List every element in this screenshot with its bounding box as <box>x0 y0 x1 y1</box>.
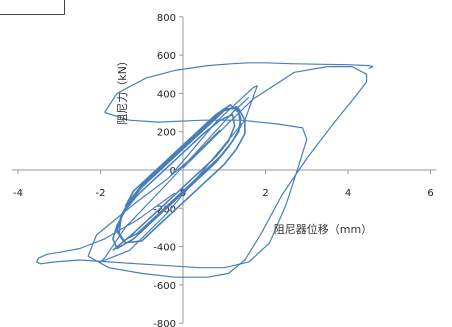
hysteresis-curve-5 <box>104 62 374 113</box>
x-tick-label: -4 <box>13 188 23 199</box>
y-tick-label: 0 <box>170 166 176 177</box>
y-tick-label: -800 <box>153 319 176 327</box>
chart-axes <box>12 16 437 324</box>
y-tick-label: -600 <box>153 281 176 292</box>
x-axis-title: 阻尼器位移（mm） <box>274 222 372 236</box>
y-tick-label: 600 <box>157 51 176 62</box>
x-tick-label: 4 <box>345 188 351 199</box>
hysteresis-curve-4 <box>35 111 308 269</box>
series-layer <box>35 62 374 278</box>
y-tick-label: 400 <box>157 89 176 100</box>
y-tick-label: 200 <box>157 128 176 139</box>
x-tick-label: 6 <box>427 188 433 199</box>
y-tick-label: 800 <box>157 13 176 24</box>
y-axis-title: 阻尼力（kN） <box>116 55 129 125</box>
y-tick-label: -400 <box>153 243 176 254</box>
x-tick-label: 2 <box>262 188 268 199</box>
x-tick-label: -2 <box>96 188 106 199</box>
legend-box-fragment <box>0 0 65 15</box>
hysteresis-curve-3 <box>87 65 368 278</box>
hysteresis-curve-1 <box>112 104 246 252</box>
